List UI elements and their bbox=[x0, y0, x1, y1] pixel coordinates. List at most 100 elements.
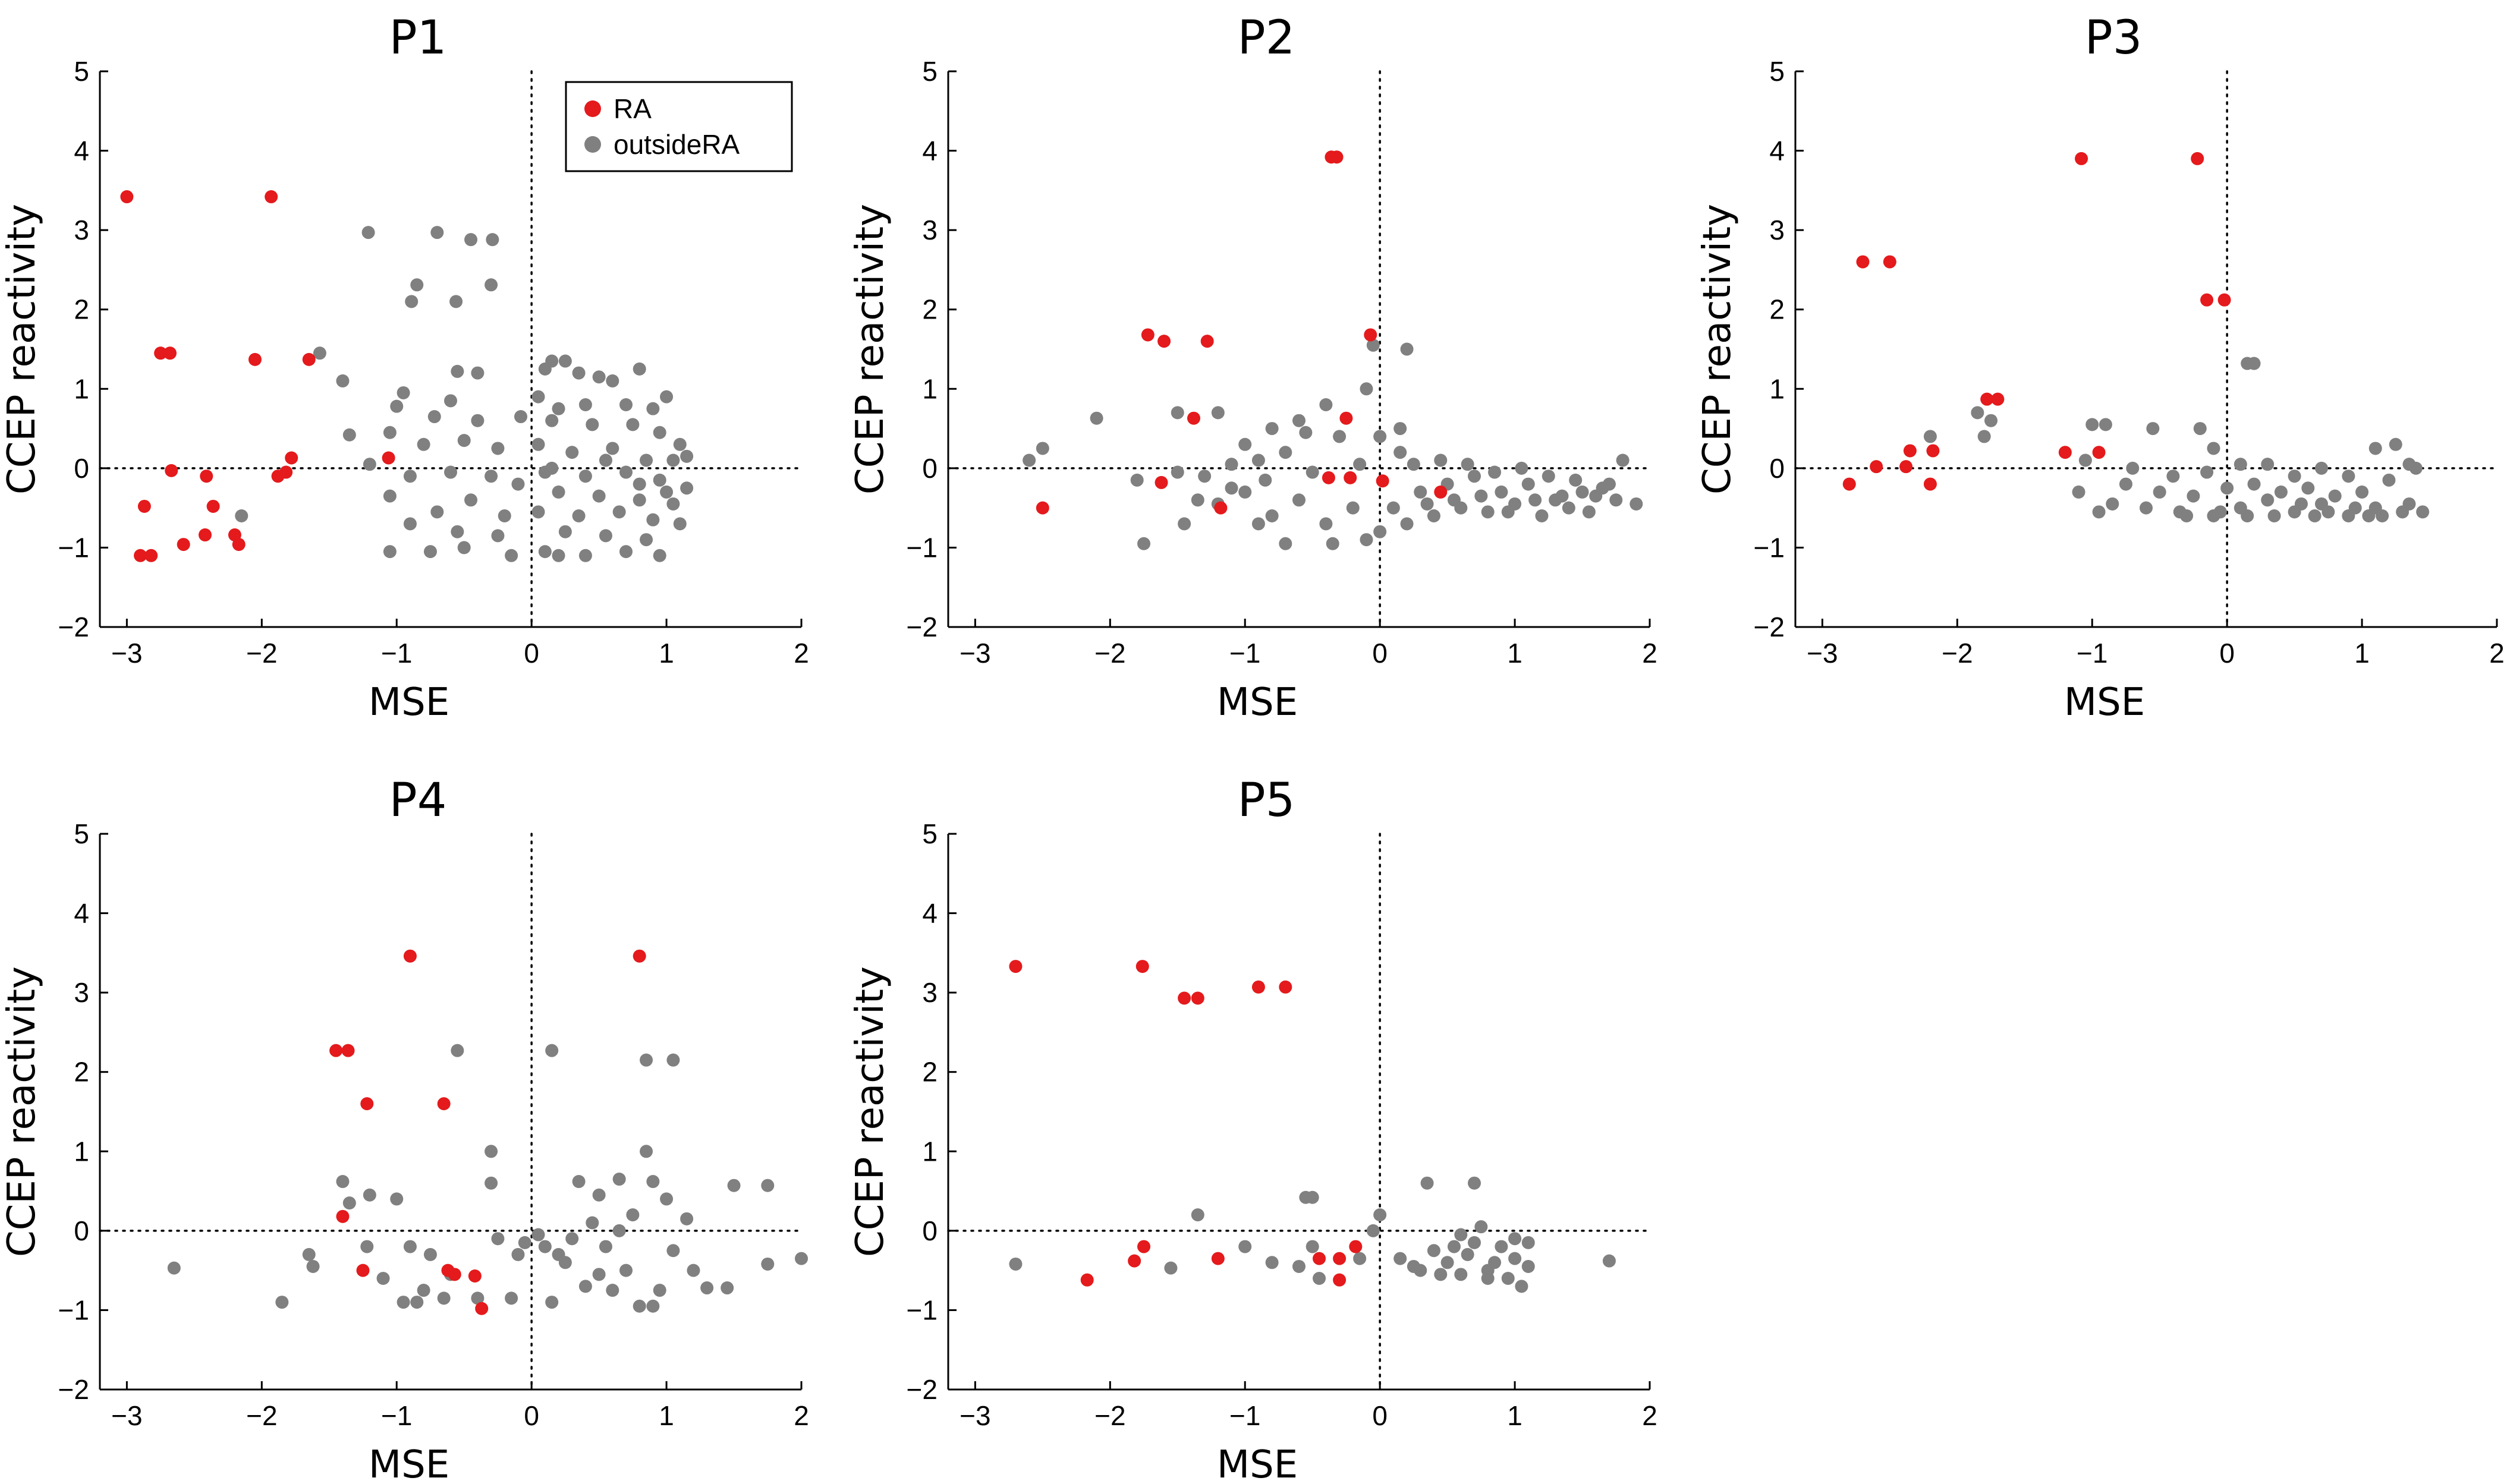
y-axis-label: CCEP reactivity bbox=[848, 204, 892, 494]
outside-ra-point bbox=[457, 434, 471, 448]
y-tick-label: 4 bbox=[1769, 136, 1785, 166]
x-tick-label: −3 bbox=[111, 638, 142, 669]
outside-ra-point bbox=[451, 525, 464, 538]
ra-point bbox=[265, 190, 278, 204]
ra-point bbox=[1903, 444, 1917, 458]
outside-ra-point bbox=[700, 1281, 714, 1295]
y-tick-label: −1 bbox=[1754, 532, 1785, 563]
outside-ra-point bbox=[2382, 473, 2396, 487]
x-axis-label: MSE bbox=[1217, 1443, 1298, 1484]
outside-ra-point bbox=[1265, 509, 1279, 522]
outside-ra-point bbox=[342, 1196, 356, 1210]
outside-ra-point bbox=[1515, 461, 1528, 475]
outside-ra-point bbox=[376, 1272, 390, 1285]
ra-point bbox=[137, 499, 151, 513]
outside-ra-point bbox=[1326, 537, 1339, 550]
ra-point bbox=[1036, 501, 1049, 515]
outside-ra-point bbox=[1353, 1252, 1367, 1265]
ra-point bbox=[356, 1264, 370, 1277]
outside-ra-point bbox=[606, 442, 619, 455]
outside-ra-point bbox=[1279, 537, 1292, 550]
outside-ra-point bbox=[578, 470, 592, 483]
outside-ra-point bbox=[2193, 422, 2207, 436]
outside-ra-point bbox=[2247, 477, 2261, 491]
outside-ra-point bbox=[427, 410, 441, 424]
outside-ra-point bbox=[423, 1247, 437, 1261]
x-tick-label: −2 bbox=[1942, 638, 1973, 669]
outside-ra-point bbox=[633, 477, 646, 491]
outside-ra-point bbox=[2085, 418, 2099, 431]
ra-point bbox=[448, 1268, 461, 1281]
x-tick-label: 0 bbox=[524, 638, 539, 669]
outside-ra-point bbox=[2362, 509, 2376, 522]
outside-ra-point bbox=[1400, 517, 1414, 531]
outside-ra-point bbox=[619, 545, 633, 559]
outside-ra-point bbox=[545, 461, 559, 475]
outside-ra-point bbox=[1373, 525, 1387, 538]
outside-ra-point bbox=[646, 1299, 660, 1313]
y-tick-label: 5 bbox=[1769, 56, 1785, 87]
ra-point bbox=[1322, 471, 1335, 484]
outside-ra-point bbox=[417, 437, 430, 451]
y-tick-label: −1 bbox=[58, 1294, 89, 1325]
outside-ra-point bbox=[2187, 489, 2200, 503]
outside-ra-point bbox=[1238, 437, 1252, 451]
outside-ra-point bbox=[1178, 517, 1191, 531]
ra-point bbox=[329, 1044, 343, 1057]
outside-ra-point bbox=[2416, 505, 2430, 519]
outside-ra-point bbox=[1488, 1256, 1502, 1269]
outside-ra-point bbox=[592, 1188, 606, 1202]
outside-ra-point bbox=[306, 1259, 320, 1273]
ra-point bbox=[468, 1269, 482, 1283]
outside-ra-point bbox=[511, 1247, 525, 1261]
outside-ra-point bbox=[1313, 1272, 1326, 1285]
ra-point bbox=[475, 1302, 489, 1315]
y-tick-label: 2 bbox=[922, 1057, 938, 1088]
ra-point bbox=[1157, 335, 1171, 348]
y-tick-label: 5 bbox=[74, 56, 89, 87]
outside-ra-point bbox=[1582, 505, 1596, 519]
ra-point bbox=[341, 1044, 355, 1057]
outside-ra-point bbox=[1292, 1259, 1306, 1273]
outside-ra-point bbox=[1420, 497, 1434, 511]
x-tick-label: −3 bbox=[960, 638, 990, 669]
outside-ra-point bbox=[1977, 430, 1991, 443]
outside-ra-point bbox=[599, 529, 612, 543]
outside-ra-point bbox=[2321, 505, 2335, 519]
outside-ra-point bbox=[640, 533, 653, 547]
outside-ra-point bbox=[485, 1176, 498, 1190]
y-tick-label: 2 bbox=[74, 1057, 89, 1088]
outside-ra-point bbox=[1171, 465, 1184, 479]
outside-ra-point bbox=[491, 529, 505, 543]
outside-ra-point bbox=[1023, 453, 1036, 467]
outside-ra-point bbox=[1292, 493, 1306, 507]
ra-point bbox=[154, 346, 168, 360]
outside-ra-point bbox=[1414, 485, 1427, 499]
y-tick-label: 4 bbox=[922, 898, 938, 929]
ra-point bbox=[1333, 1273, 1347, 1287]
outside-ra-point bbox=[646, 513, 660, 527]
outside-ra-point bbox=[417, 1284, 430, 1297]
outside-ra-point bbox=[449, 295, 463, 308]
outside-ra-point bbox=[485, 470, 498, 483]
outside-ra-point bbox=[457, 541, 471, 554]
outside-ra-point bbox=[1393, 422, 1407, 436]
outside-ra-point bbox=[1373, 1208, 1387, 1222]
outside-ra-point bbox=[1238, 485, 1252, 499]
outside-ra-point bbox=[1407, 458, 1420, 471]
outside-ra-point bbox=[1488, 465, 1502, 479]
outside-ra-point bbox=[619, 398, 633, 411]
outside-ra-point bbox=[430, 505, 444, 519]
x-tick-label: −2 bbox=[246, 638, 277, 669]
ra-point bbox=[1211, 1252, 1225, 1265]
x-tick-label: 1 bbox=[2354, 638, 2370, 669]
outside-ra-point bbox=[1366, 338, 1380, 352]
outside-ra-point bbox=[275, 1296, 289, 1309]
ra-point bbox=[1155, 475, 1168, 489]
outside-ra-point bbox=[1468, 1176, 1481, 1190]
outside-ra-point bbox=[1984, 414, 1998, 427]
ra-point bbox=[2217, 293, 2231, 307]
ra-point bbox=[1141, 328, 1155, 342]
outside-ra-point bbox=[1306, 465, 1319, 479]
y-tick-label: −2 bbox=[58, 1374, 89, 1405]
